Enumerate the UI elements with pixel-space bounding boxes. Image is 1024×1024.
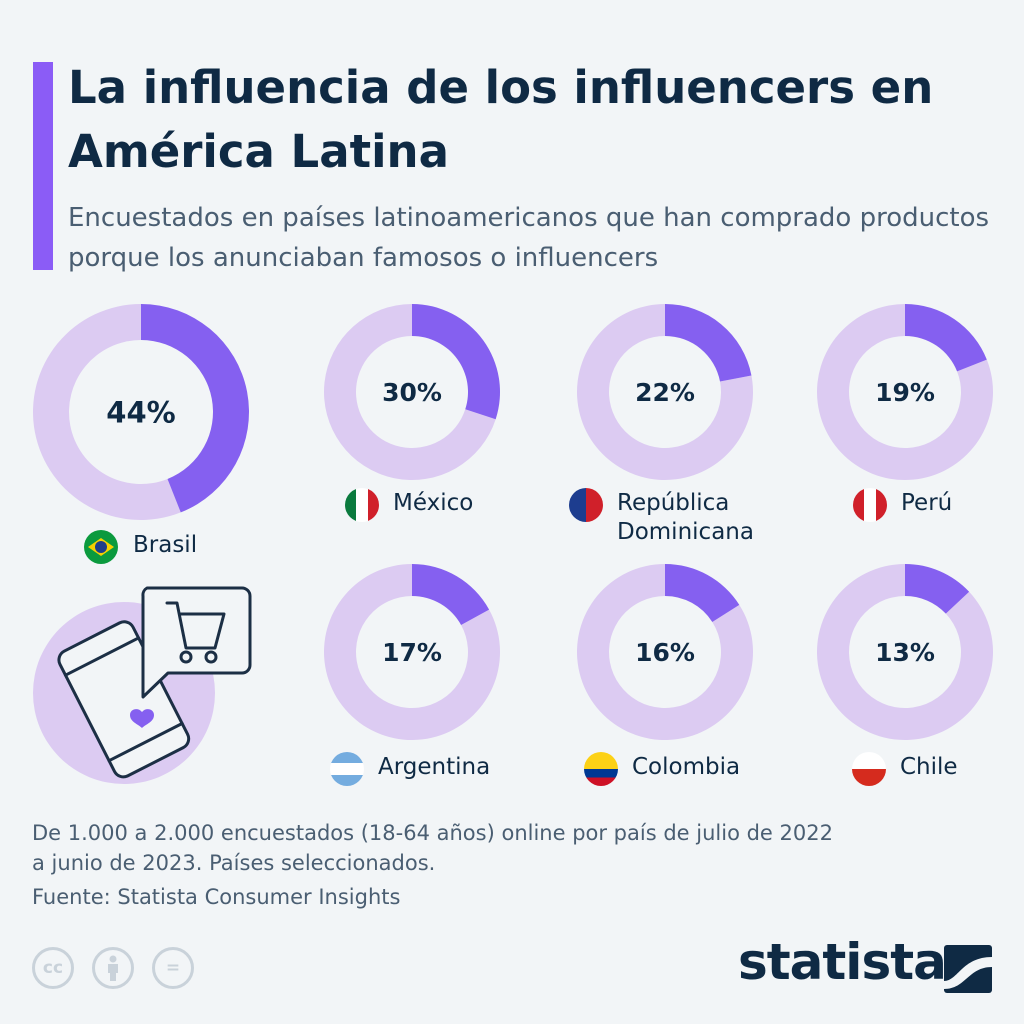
donut-value-label: 17%: [382, 638, 442, 667]
page-title: La influencia de los influencers en Amér…: [68, 61, 934, 178]
cc-text: cc: [42, 958, 64, 978]
donut-remainder-segment: [817, 564, 993, 740]
flag-icon-argentina: [330, 752, 364, 786]
donut-value-segment: [412, 304, 500, 420]
flag-icon-méxico: [345, 488, 379, 522]
donut-value-segment: [905, 564, 970, 614]
donut-value-label: 22%: [635, 378, 695, 407]
donut-value-label: 13%: [875, 638, 935, 667]
donut-5: 16%: [577, 564, 753, 741]
donut-value-label: 16%: [635, 638, 695, 667]
donut-3: 19%: [817, 304, 993, 481]
flag-icon-brasil: [84, 530, 118, 564]
donut-4: 17%: [324, 564, 501, 741]
attribution-icon[interactable]: [92, 947, 134, 989]
accent-bar: [33, 62, 53, 270]
donut-value-segment: [412, 564, 490, 626]
donut-value-segment: [665, 304, 752, 382]
donut-6: 13%: [817, 564, 993, 740]
survey-note-line2: a junio de 2023. Países seleccionados.: [32, 851, 436, 875]
donut-2: 22%: [577, 304, 753, 480]
donut-remainder-segment: [324, 304, 496, 480]
donut-remainder-segment: [324, 564, 501, 741]
country-label: México: [393, 490, 474, 516]
donut-value-label: 19%: [875, 378, 935, 407]
country-label: Dominicana: [617, 519, 754, 545]
country-label: Perú: [901, 490, 953, 516]
donut-0: 44%: [32, 304, 249, 520]
cc-icon[interactable]: cc: [32, 947, 74, 989]
donut-1: 30%: [324, 304, 500, 480]
donut-value-label: 44%: [106, 395, 175, 429]
donut-remainder-segment: [577, 304, 753, 480]
flag-icon-chile: [852, 752, 886, 786]
shopping-illustration: [33, 586, 252, 784]
subtitle: Encuestados en países latinoamericanos q…: [68, 203, 990, 273]
donut-value-segment: [665, 564, 740, 622]
country-label: Brasil: [133, 532, 198, 558]
country-label: Colombia: [632, 754, 741, 780]
equals-text: =: [165, 958, 181, 978]
country-label: Chile: [900, 754, 958, 780]
flag-icon-colombia: [584, 752, 618, 786]
no-derivatives-icon[interactable]: =: [152, 947, 194, 989]
source-note: Fuente: Statista Consumer Insights: [32, 885, 401, 909]
country-label: República: [617, 490, 730, 516]
donut-value-segment: [141, 304, 249, 513]
donut-remainder-segment: [32, 304, 181, 520]
donut-value-label: 30%: [382, 378, 442, 407]
flag-icon-república-dominicana: [569, 488, 603, 522]
statista-logo[interactable]: statista: [738, 933, 947, 991]
donut-value-segment: [905, 304, 987, 372]
statista-logo-icon: [944, 945, 992, 993]
person-icon: [108, 955, 118, 981]
country-label: Argentina: [378, 754, 491, 780]
survey-note-line1: De 1.000 a 2.000 encuestados (18-64 años…: [32, 821, 833, 845]
flag-icon-perú: [853, 488, 887, 522]
donut-remainder-segment: [577, 564, 753, 741]
donut-remainder-segment: [817, 304, 993, 481]
